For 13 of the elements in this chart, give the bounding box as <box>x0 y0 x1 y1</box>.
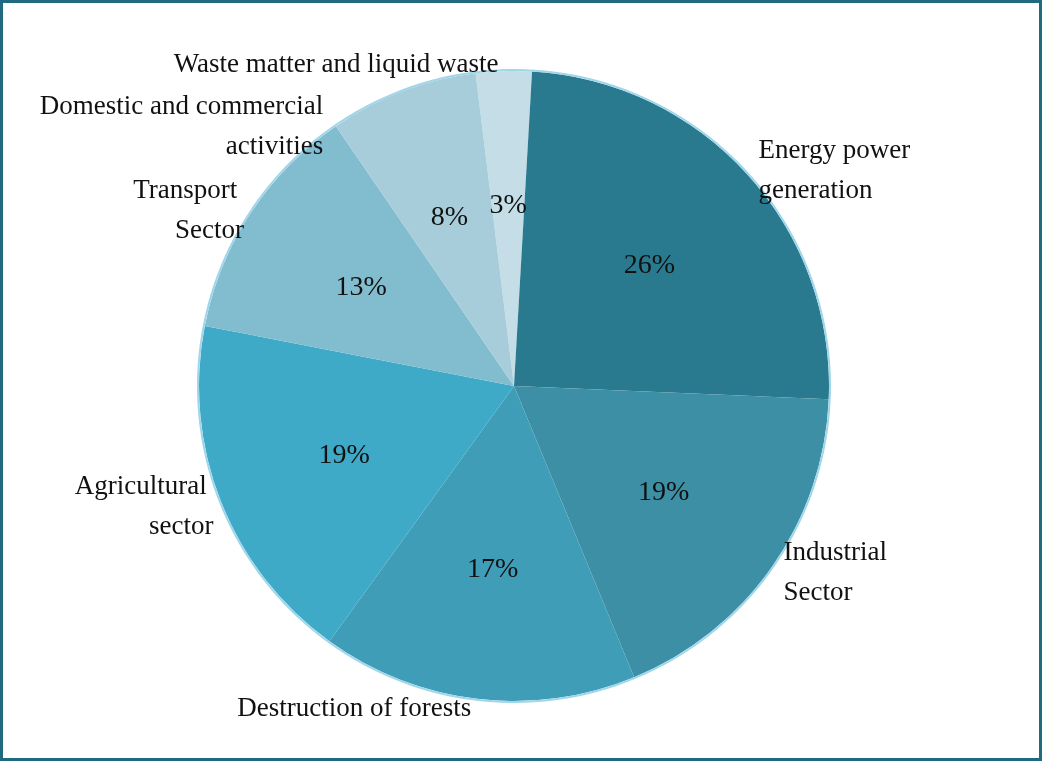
slice-label: Agricultural sector <box>74 469 214 540</box>
data-label: 13% <box>335 270 387 302</box>
data-label: 26% <box>623 247 676 279</box>
data-label: 17% <box>466 551 519 583</box>
slice-label: Transport Sector <box>133 173 244 244</box>
data-label: 19% <box>638 475 690 507</box>
slice-label: Industrial Sector <box>783 536 894 607</box>
slice-label: Destruction of forests <box>237 691 472 722</box>
slice-label: Energy power generation <box>758 134 917 205</box>
data-label: 8% <box>430 199 469 231</box>
data-label: 19% <box>318 437 370 469</box>
slice-label: Domestic and commercial activities <box>39 90 324 161</box>
slice-label: Waste matter and liquid waste <box>173 48 499 79</box>
